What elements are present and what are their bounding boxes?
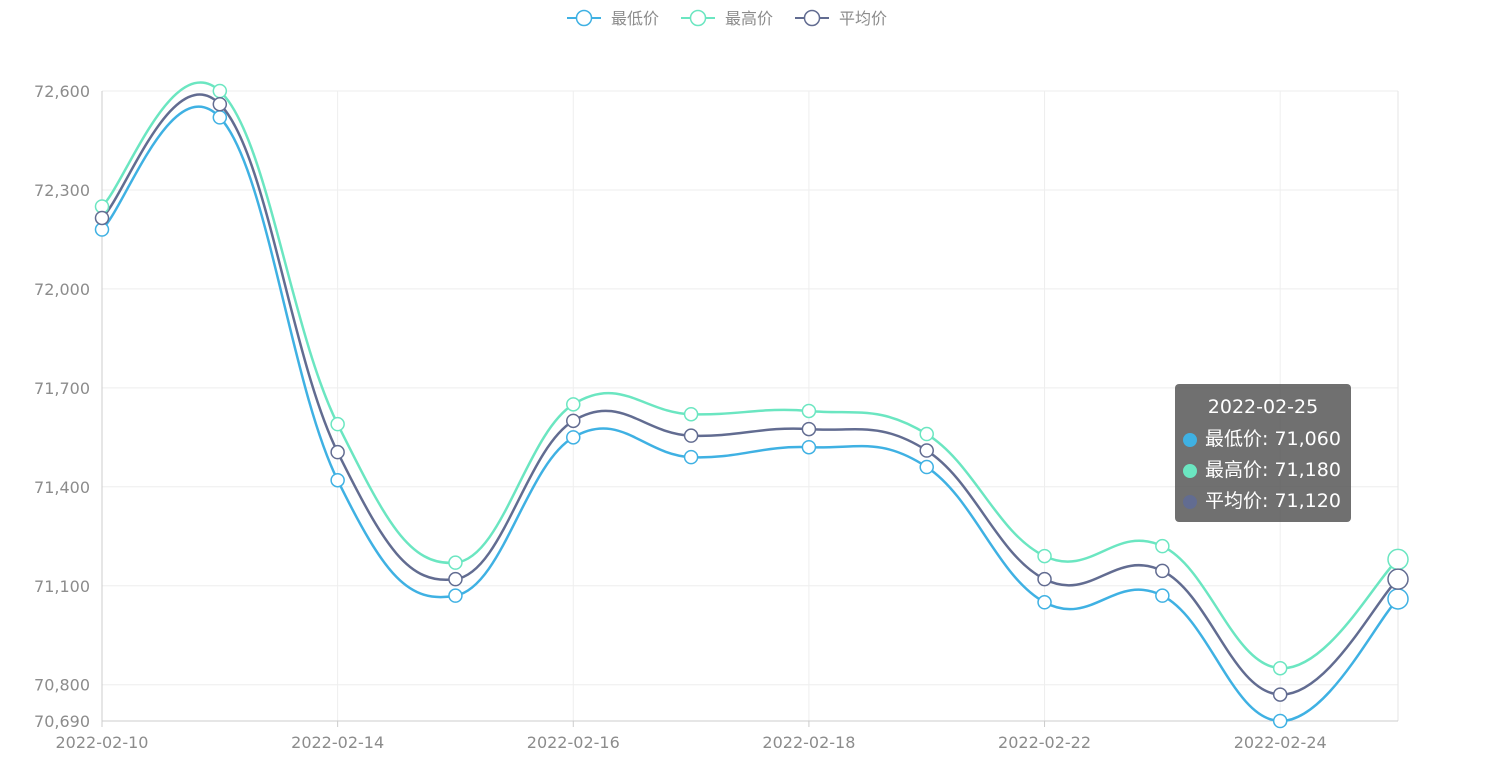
- y-tick-label: 70,690: [34, 712, 90, 731]
- data-point-avg[interactable]: [330, 444, 345, 460]
- data-point-avg[interactable]: [94, 210, 110, 226]
- data-point-avg[interactable]: [566, 413, 581, 429]
- data-point-low[interactable]: [1037, 595, 1052, 610]
- tooltip-text-avg: 平均价: 71,120: [1205, 490, 1341, 512]
- data-point-high[interactable]: [330, 416, 345, 432]
- tooltip: 2022-02-25 最低价: 71,060 最高价: 71,180 平均价: …: [1175, 384, 1351, 522]
- data-point-avg[interactable]: [1387, 568, 1409, 590]
- y-tick-label: 72,000: [34, 280, 90, 299]
- data-point-low[interactable]: [1272, 713, 1288, 729]
- data-point-high[interactable]: [1387, 548, 1409, 571]
- x-tick-label: 2022-02-22: [998, 733, 1091, 752]
- legend-label-low[interactable]: 最低价: [611, 9, 659, 28]
- legend-marker-avg[interactable]: [803, 9, 821, 27]
- tooltip-dot-low: [1183, 432, 1197, 447]
- data-point-high[interactable]: [1272, 660, 1288, 676]
- data-points: [94, 83, 1409, 729]
- data-point-avg[interactable]: [801, 421, 817, 437]
- data-point-high[interactable]: [448, 555, 463, 570]
- legend-marker-low[interactable]: [575, 9, 593, 27]
- tooltip-title: 2022-02-25: [1207, 396, 1319, 418]
- grid-lines: [102, 90, 1399, 721]
- data-point-high[interactable]: [801, 403, 817, 419]
- y-tick-label: 72,600: [34, 82, 90, 101]
- tooltip-text-high: 最高价: 71,180: [1205, 459, 1341, 481]
- legend-label-avg[interactable]: 平均价: [839, 9, 887, 28]
- legend-label-high[interactable]: 最高价: [725, 9, 773, 28]
- data-point-low[interactable]: [1155, 588, 1170, 603]
- legend-marker-high[interactable]: [689, 9, 707, 27]
- data-point-avg[interactable]: [919, 443, 934, 458]
- data-point-high[interactable]: [212, 83, 228, 99]
- legend: 最低价 最高价 平均价: [567, 9, 887, 28]
- axes: 70,690 70,800 71,100 71,400 71,700 72,000 72,3…: [34, 82, 1398, 752]
- data-point-avg[interactable]: [1272, 687, 1288, 702]
- data-point-high[interactable]: [683, 406, 699, 422]
- data-point-low[interactable]: [448, 588, 463, 603]
- y-tick-label: 71,100: [34, 577, 90, 596]
- data-point-high[interactable]: [1155, 538, 1170, 554]
- x-tick-label: 2022-02-18: [762, 733, 855, 752]
- tooltip-text-low: 最低价: 71,060: [1205, 428, 1341, 450]
- data-point-low[interactable]: [330, 472, 345, 488]
- tooltip-row-high: 最高价: 71,180: [1183, 455, 1343, 486]
- x-tick-label: 2022-02-10: [56, 733, 149, 752]
- data-point-low[interactable]: [212, 110, 228, 125]
- tooltip-dot-high: [1183, 463, 1197, 478]
- data-point-low[interactable]: [919, 459, 934, 475]
- y-tick-label: 71,400: [34, 478, 90, 497]
- data-point-avg[interactable]: [448, 571, 463, 587]
- data-point-avg[interactable]: [683, 428, 699, 443]
- data-point-avg[interactable]: [1037, 571, 1052, 587]
- x-tick-label: 2022-02-16: [527, 733, 620, 752]
- data-point-avg[interactable]: [212, 96, 228, 112]
- data-point-high[interactable]: [919, 426, 934, 442]
- data-point-low[interactable]: [683, 449, 699, 465]
- tooltip-dot-avg: [1183, 494, 1197, 509]
- y-tick-label: 71,700: [34, 379, 90, 398]
- x-tick-label: 2022-02-14: [291, 733, 384, 752]
- tooltip-row-avg: 平均价: 71,120: [1183, 486, 1343, 517]
- series-line-high: [101, 81, 1399, 670]
- data-point-high[interactable]: [1037, 548, 1052, 564]
- y-tick-label: 72,300: [34, 181, 90, 200]
- data-point-low[interactable]: [566, 430, 581, 445]
- y-tick-label: 70,800: [34, 676, 90, 695]
- data-point-low[interactable]: [801, 439, 817, 455]
- x-tick-label: 2022-02-24: [1234, 733, 1327, 752]
- data-point-high[interactable]: [566, 397, 581, 412]
- tooltip-row-low: 最低价: 71,060: [1183, 424, 1343, 455]
- data-point-low[interactable]: [1387, 588, 1409, 610]
- data-point-avg[interactable]: [1155, 563, 1170, 579]
